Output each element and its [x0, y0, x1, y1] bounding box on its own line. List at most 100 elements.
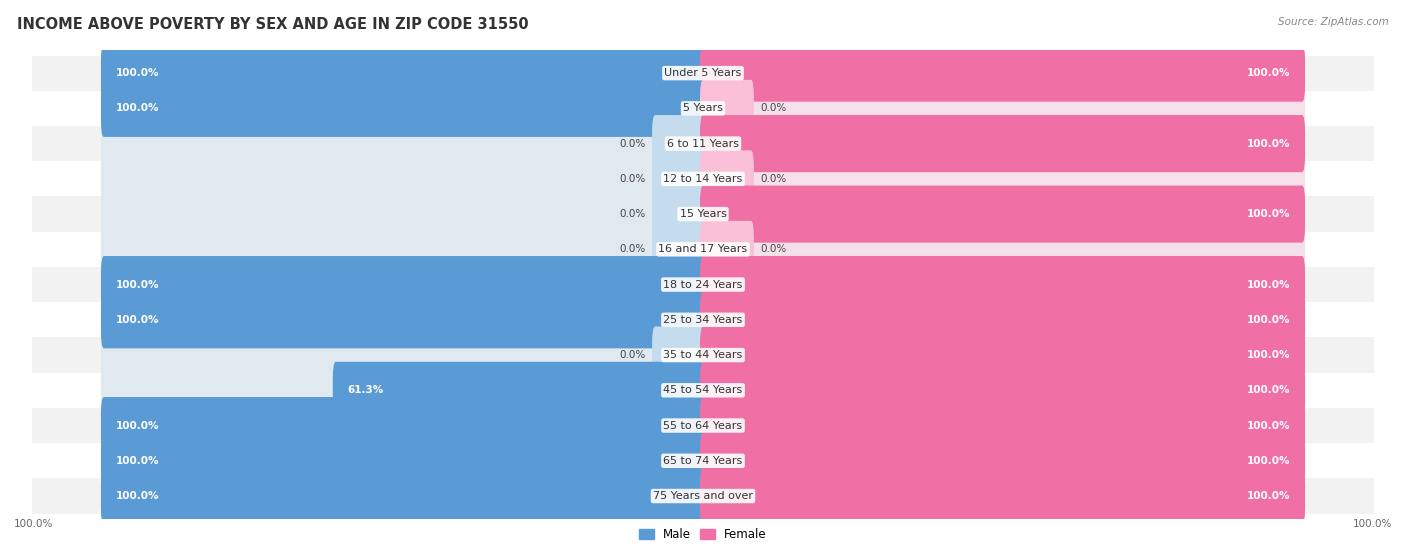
- FancyBboxPatch shape: [32, 302, 1374, 338]
- FancyBboxPatch shape: [32, 478, 1374, 514]
- FancyBboxPatch shape: [101, 80, 706, 137]
- FancyBboxPatch shape: [333, 362, 706, 419]
- FancyBboxPatch shape: [101, 291, 706, 348]
- Text: 45 to 54 Years: 45 to 54 Years: [664, 386, 742, 395]
- FancyBboxPatch shape: [101, 326, 706, 383]
- FancyBboxPatch shape: [700, 468, 1305, 525]
- Text: 100.0%: 100.0%: [1247, 138, 1291, 148]
- Text: Source: ZipAtlas.com: Source: ZipAtlas.com: [1278, 17, 1389, 27]
- FancyBboxPatch shape: [101, 397, 706, 454]
- Text: 100.0%: 100.0%: [115, 315, 159, 325]
- Legend: Male, Female: Male, Female: [634, 523, 772, 546]
- FancyBboxPatch shape: [101, 362, 706, 419]
- Text: 25 to 34 Years: 25 to 34 Years: [664, 315, 742, 325]
- Text: 12 to 14 Years: 12 to 14 Years: [664, 174, 742, 184]
- FancyBboxPatch shape: [101, 432, 706, 489]
- FancyBboxPatch shape: [700, 80, 1305, 137]
- Text: 100.0%: 100.0%: [1247, 209, 1291, 219]
- FancyBboxPatch shape: [101, 45, 706, 102]
- FancyBboxPatch shape: [101, 397, 706, 454]
- FancyBboxPatch shape: [700, 115, 1305, 172]
- FancyBboxPatch shape: [32, 267, 1374, 302]
- Text: 75 Years and over: 75 Years and over: [652, 491, 754, 501]
- FancyBboxPatch shape: [101, 186, 706, 243]
- FancyBboxPatch shape: [700, 397, 1305, 454]
- Text: Under 5 Years: Under 5 Years: [665, 68, 741, 78]
- FancyBboxPatch shape: [700, 397, 1305, 454]
- Text: 0.0%: 0.0%: [620, 350, 647, 360]
- Text: 100.0%: 100.0%: [1247, 315, 1291, 325]
- FancyBboxPatch shape: [101, 115, 706, 172]
- Text: 100.0%: 100.0%: [115, 68, 159, 78]
- Text: 100.0%: 100.0%: [115, 103, 159, 113]
- FancyBboxPatch shape: [700, 45, 1305, 102]
- Text: 5 Years: 5 Years: [683, 103, 723, 113]
- FancyBboxPatch shape: [652, 150, 706, 208]
- Text: 0.0%: 0.0%: [620, 138, 647, 148]
- FancyBboxPatch shape: [700, 80, 754, 137]
- Text: 35 to 44 Years: 35 to 44 Years: [664, 350, 742, 360]
- FancyBboxPatch shape: [700, 221, 754, 278]
- FancyBboxPatch shape: [700, 326, 1305, 383]
- Text: 18 to 24 Years: 18 to 24 Years: [664, 280, 742, 290]
- FancyBboxPatch shape: [700, 432, 1305, 489]
- FancyBboxPatch shape: [101, 432, 706, 489]
- FancyBboxPatch shape: [700, 221, 1305, 278]
- Text: 100.0%: 100.0%: [1247, 386, 1291, 395]
- Text: 100.0%: 100.0%: [115, 456, 159, 466]
- FancyBboxPatch shape: [700, 326, 1305, 383]
- Text: 100.0%: 100.0%: [115, 491, 159, 501]
- FancyBboxPatch shape: [101, 468, 706, 525]
- Text: 6 to 11 Years: 6 to 11 Years: [666, 138, 740, 148]
- Text: 16 and 17 Years: 16 and 17 Years: [658, 244, 748, 254]
- Text: 0.0%: 0.0%: [620, 209, 647, 219]
- Text: 100.0%: 100.0%: [1247, 68, 1291, 78]
- Text: 0.0%: 0.0%: [759, 103, 786, 113]
- Text: 0.0%: 0.0%: [759, 174, 786, 184]
- FancyBboxPatch shape: [700, 291, 1305, 348]
- FancyBboxPatch shape: [32, 55, 1374, 91]
- FancyBboxPatch shape: [652, 326, 706, 383]
- FancyBboxPatch shape: [101, 468, 706, 525]
- FancyBboxPatch shape: [101, 221, 706, 278]
- Text: 100.0%: 100.0%: [1247, 421, 1291, 431]
- Text: 15 Years: 15 Years: [679, 209, 727, 219]
- FancyBboxPatch shape: [101, 45, 706, 102]
- FancyBboxPatch shape: [700, 432, 1305, 489]
- FancyBboxPatch shape: [32, 338, 1374, 373]
- Text: 100.0%: 100.0%: [1247, 456, 1291, 466]
- FancyBboxPatch shape: [32, 443, 1374, 478]
- FancyBboxPatch shape: [101, 291, 706, 348]
- FancyBboxPatch shape: [700, 186, 1305, 243]
- FancyBboxPatch shape: [700, 45, 1305, 102]
- FancyBboxPatch shape: [700, 362, 1305, 419]
- FancyBboxPatch shape: [101, 80, 706, 137]
- FancyBboxPatch shape: [700, 256, 1305, 313]
- Text: 100.0%: 100.0%: [115, 421, 159, 431]
- FancyBboxPatch shape: [32, 232, 1374, 267]
- Text: 100.0%: 100.0%: [115, 280, 159, 290]
- FancyBboxPatch shape: [32, 196, 1374, 232]
- FancyBboxPatch shape: [700, 468, 1305, 525]
- Text: 100.0%: 100.0%: [1247, 491, 1291, 501]
- FancyBboxPatch shape: [700, 115, 1305, 172]
- Text: 61.3%: 61.3%: [347, 386, 384, 395]
- FancyBboxPatch shape: [652, 115, 706, 172]
- Text: 100.0%: 100.0%: [1353, 519, 1392, 529]
- FancyBboxPatch shape: [32, 373, 1374, 408]
- FancyBboxPatch shape: [32, 161, 1374, 196]
- FancyBboxPatch shape: [700, 150, 1305, 208]
- FancyBboxPatch shape: [652, 221, 706, 278]
- FancyBboxPatch shape: [700, 256, 1305, 313]
- Text: 100.0%: 100.0%: [14, 519, 53, 529]
- FancyBboxPatch shape: [700, 150, 754, 208]
- Text: 65 to 74 Years: 65 to 74 Years: [664, 456, 742, 466]
- FancyBboxPatch shape: [652, 186, 706, 243]
- Text: 0.0%: 0.0%: [759, 244, 786, 254]
- FancyBboxPatch shape: [32, 91, 1374, 126]
- FancyBboxPatch shape: [101, 150, 706, 208]
- FancyBboxPatch shape: [101, 256, 706, 313]
- FancyBboxPatch shape: [32, 126, 1374, 161]
- FancyBboxPatch shape: [700, 186, 1305, 243]
- Text: INCOME ABOVE POVERTY BY SEX AND AGE IN ZIP CODE 31550: INCOME ABOVE POVERTY BY SEX AND AGE IN Z…: [17, 17, 529, 32]
